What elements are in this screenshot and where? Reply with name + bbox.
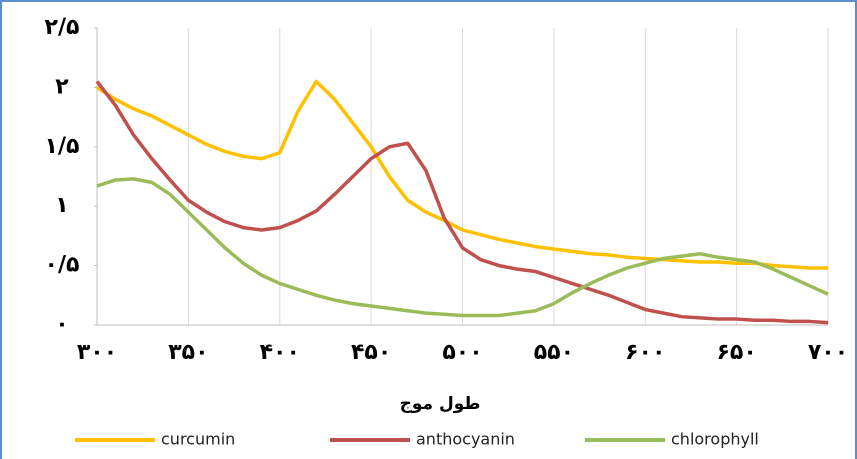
y-tick-label: ۰/۵ — [45, 253, 80, 278]
y-tick-label: ۱ — [55, 193, 68, 218]
series-line — [95, 80, 829, 325]
x-tick-label: ۴۵۰ — [351, 340, 391, 365]
series-line — [96, 79, 828, 270]
y-tick-label: ۰ — [55, 312, 68, 337]
x-tick-label: ۵۵۰ — [534, 340, 574, 365]
x-tick-label: ۳۰۰ — [77, 340, 117, 365]
x-tick-label: ۴۰۰ — [260, 340, 300, 365]
x-tick-label: ۶۵۰ — [716, 340, 756, 365]
x-tick-label: ۷۰۰ — [808, 340, 848, 365]
y-tick-label: ۲/۵ — [45, 15, 80, 40]
legend-label: anthocyanin — [416, 430, 515, 449]
legend-label: curcumin — [161, 430, 235, 449]
x-tick-label: ۵۰۰ — [442, 340, 482, 365]
y-tick-label: ۱/۵ — [45, 134, 80, 159]
y-tick-label: ۲ — [55, 74, 69, 99]
legend-label: chlorophyll — [671, 430, 759, 449]
series-line — [96, 177, 829, 318]
x-axis-label: طول موج — [400, 394, 481, 414]
x-tick-label: ۳۵۰ — [168, 340, 208, 365]
x-tick-label: ۶۰۰ — [625, 340, 665, 365]
